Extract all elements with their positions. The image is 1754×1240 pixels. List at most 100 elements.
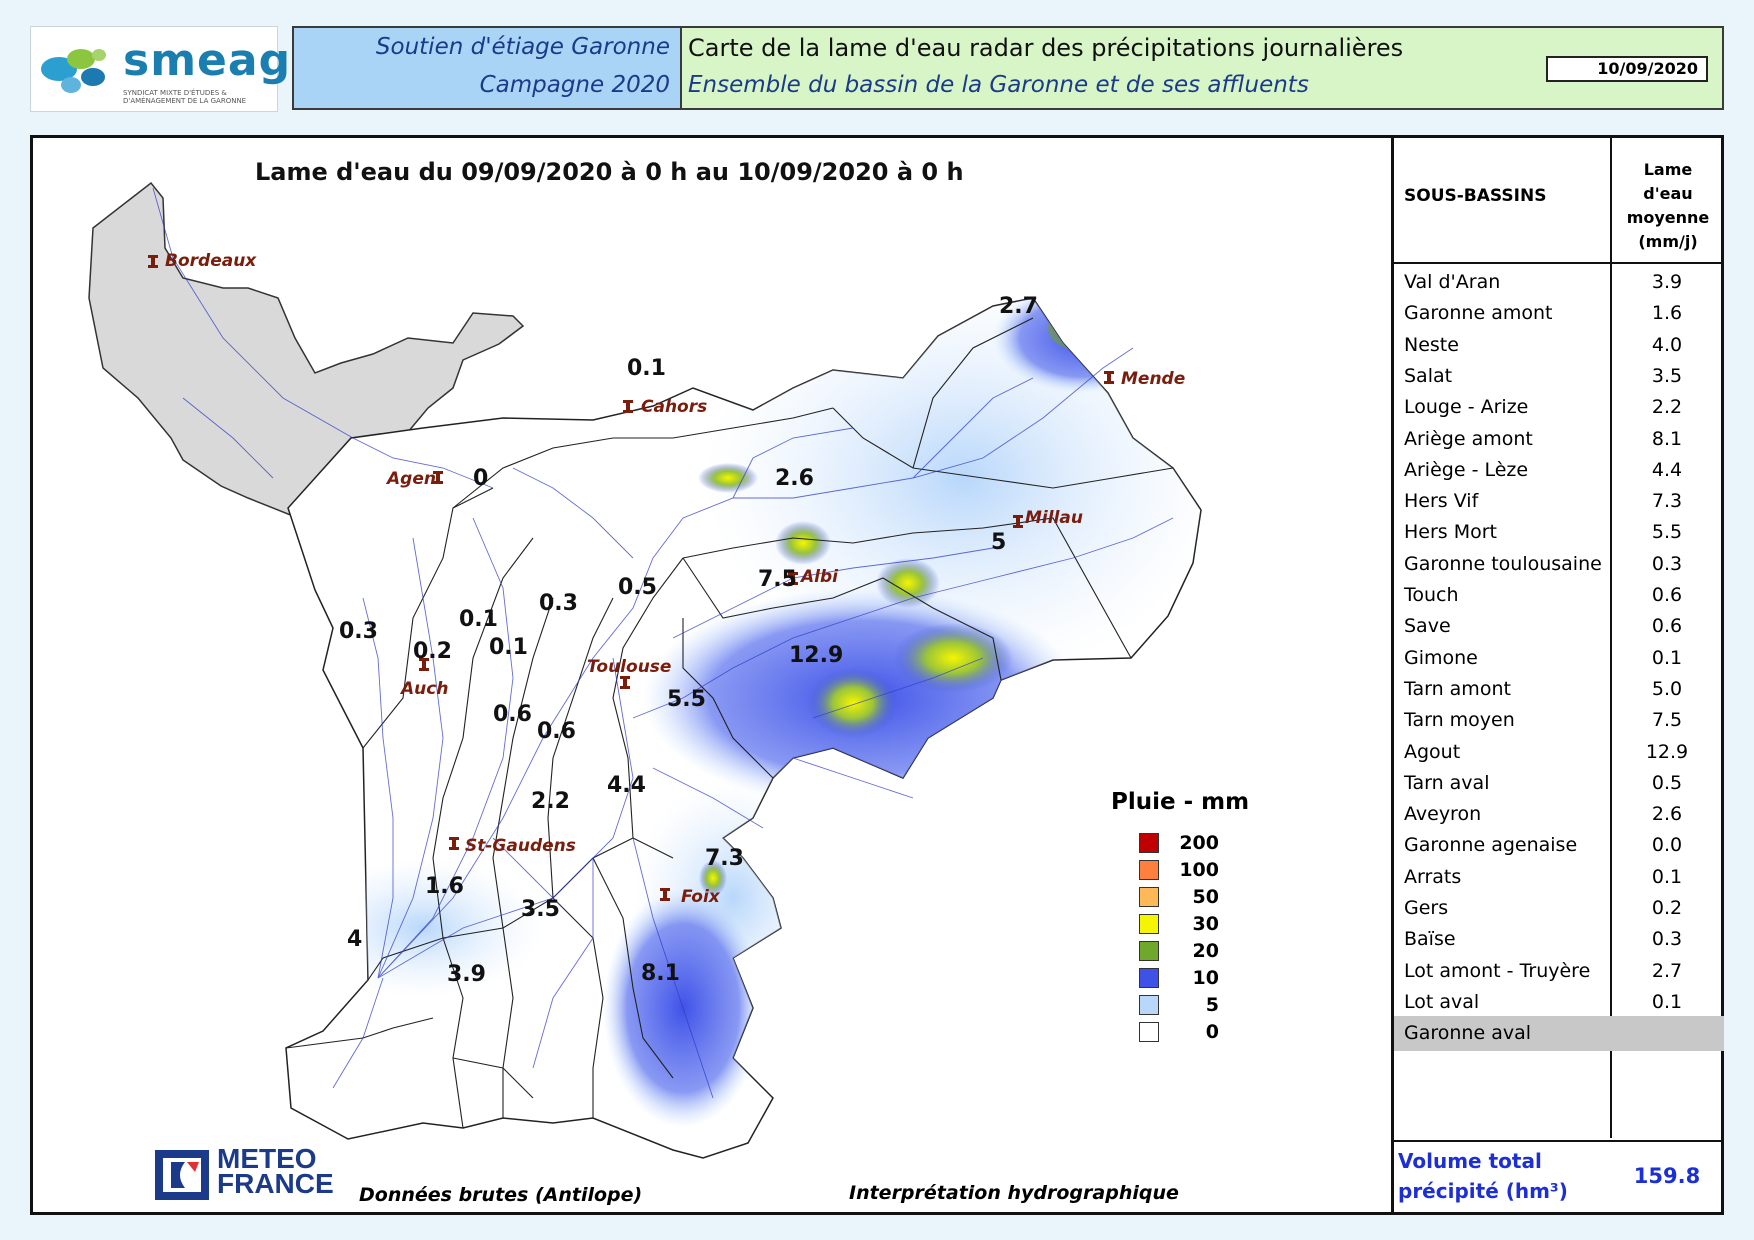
basin-value: 0.3 xyxy=(339,619,378,644)
sub-basin-name: Agout xyxy=(1404,740,1461,763)
legend-swatch xyxy=(1139,887,1159,907)
table-row: Gers 0.2 xyxy=(1394,891,1724,926)
sub-basin-value: 0.6 xyxy=(1651,615,1683,638)
table-row: Val d'Aran 3.9 xyxy=(1394,265,1724,300)
sub-basin-value: 1.6 xyxy=(1651,302,1683,325)
sub-basin-value: 2.7 xyxy=(1651,959,1683,982)
meteo-france-logo-icon xyxy=(155,1150,209,1200)
sub-basin-name: Tarn aval xyxy=(1404,771,1490,794)
total-volume-label-line: précipité (hm³) xyxy=(1398,1179,1568,1203)
table-row: Arrats 0.1 xyxy=(1394,860,1724,895)
table-row: Hers Mort 5.5 xyxy=(1394,515,1724,550)
sub-basin-name: Garonne aval xyxy=(1404,1022,1532,1045)
city-label-foix: Foix xyxy=(681,887,721,907)
header-title-box: Carte de la lame d'eau radar des précipi… xyxy=(680,26,1724,110)
sub-basin-value: 0.6 xyxy=(1651,584,1683,606)
legend-swatch xyxy=(1139,860,1159,880)
basin-map: Bordeaux Cahors Mende Agen Millau Albi T… xyxy=(88,181,1202,1159)
table-header: SOUS-BASSINS Lame d'eau moyenne (mm/j) xyxy=(1394,138,1724,264)
basin-value: 0.1 xyxy=(459,607,498,632)
city-markers xyxy=(148,255,1114,901)
legend-value: 30 xyxy=(1192,913,1219,935)
sub-basin-name: Gers xyxy=(1404,897,1449,919)
city-marker-foix xyxy=(660,888,670,901)
basin-value: 5.5 xyxy=(667,687,706,712)
city-label-bordeaux: Bordeaux xyxy=(165,251,257,271)
sub-basin-table: SOUS-BASSINS Lame d'eau moyenne (mm/j) V… xyxy=(1391,138,1724,1212)
sub-basin-name: Louge - Arize xyxy=(1404,396,1529,419)
basin-value: 0.6 xyxy=(493,702,532,727)
smeag-logo-icon xyxy=(41,49,106,93)
city-marker-millau xyxy=(1013,515,1023,528)
city-marker-agen xyxy=(433,471,443,484)
basin-value: 2.6 xyxy=(775,466,814,491)
sub-basin-name: Tarn moyen xyxy=(1404,709,1515,732)
table-row: Lot aval 0.1 xyxy=(1394,985,1724,1020)
table-row: Baïse 0.3 xyxy=(1394,922,1724,957)
basin-value: 0.5 xyxy=(618,575,657,600)
basin-value: 0.1 xyxy=(627,356,666,381)
legend-value: 50 xyxy=(1192,886,1219,908)
sub-basin-name: Aveyron xyxy=(1404,803,1482,826)
basin-value: 7.3 xyxy=(705,846,744,871)
sub-basin-name: Neste xyxy=(1404,333,1459,356)
column-header-line: Lame d'eau xyxy=(1643,160,1693,203)
table-row: Lot amont - Truyère 2.7 xyxy=(1394,954,1724,989)
city-marker-toulouse xyxy=(620,676,630,689)
sub-basin-name: Ariège - Lèze xyxy=(1404,458,1529,481)
city-label-millau: Millau xyxy=(1025,508,1083,528)
legend-swatch xyxy=(1139,995,1159,1015)
table-row: Tarn moyen 7.5 xyxy=(1394,703,1724,738)
sub-basin-value: 0.3 xyxy=(1651,928,1683,951)
sub-basin-value: 0.5 xyxy=(1651,771,1683,794)
legend-value: 20 xyxy=(1192,940,1219,962)
page-title: Carte de la lame d'eau radar des précipi… xyxy=(688,34,1404,62)
legend-value: 5 xyxy=(1205,994,1219,1016)
smeag-logo-text: smeag xyxy=(123,35,292,86)
basin-value: 4 xyxy=(347,927,362,952)
table-row: Neste 4.0 xyxy=(1394,328,1724,363)
city-label-agen: Agen xyxy=(385,469,436,489)
city-marker-st-gaudens xyxy=(449,837,459,850)
header-left-line1: Soutien d'étiage Garonne xyxy=(375,34,670,60)
table-row: Tarn aval 0.5 xyxy=(1394,766,1724,801)
basin-value: 0.6 xyxy=(537,719,576,744)
sub-basin-value: 0.2 xyxy=(1651,897,1683,919)
legend-value: 0 xyxy=(1205,1021,1219,1043)
page-subtitle: Ensemble du bassin de la Garonne et de s… xyxy=(688,72,1309,98)
column-divider xyxy=(1610,138,1612,1138)
table-row: Aveyron 2.6 xyxy=(1394,797,1724,832)
sub-basin-value: 8.1 xyxy=(1651,427,1683,450)
legend-value: 10 xyxy=(1192,967,1219,989)
basin-value: 5 xyxy=(991,530,1006,555)
sub-basin-name: Baïse xyxy=(1404,928,1456,951)
sub-basin-name: Hers Mort xyxy=(1404,521,1498,544)
sub-basin-value: 12.9 xyxy=(1645,740,1689,763)
sub-basin-value: 2.6 xyxy=(1651,803,1683,826)
table-row: Louge - Arize 2.2 xyxy=(1394,390,1724,425)
table-row: Garonne aval xyxy=(1394,1016,1724,1052)
sub-basin-value: 0.1 xyxy=(1651,865,1683,888)
table-row: Salat 3.5 xyxy=(1394,359,1724,394)
legend-swatch xyxy=(1139,968,1159,988)
table-row: Tarn amont 5.0 xyxy=(1394,672,1724,707)
sub-basin-name: Gimone xyxy=(1404,646,1478,669)
main-panel: Lame d'eau du 09/09/2020 à 0 h au 10/09/… xyxy=(30,135,1724,1215)
river-network xyxy=(152,187,1174,1099)
basin-value: 0 xyxy=(473,466,488,491)
legend-title: Pluie - mm xyxy=(1111,789,1250,815)
legend-value: 100 xyxy=(1179,859,1219,881)
sub-basin-name: Arrats xyxy=(1404,865,1462,888)
sub-basin-value: 0.1 xyxy=(1651,646,1683,669)
city-marker-auch xyxy=(419,658,429,671)
sub-basin-name: Salat xyxy=(1404,364,1453,387)
garonne-aval-area xyxy=(88,181,525,519)
header-campaign: Soutien d'étiage Garonne Campagne 2020 xyxy=(292,26,680,110)
column-header-mean-depth: Lame d'eau moyenne (mm/j) xyxy=(1618,158,1718,254)
city-label-albi: Albi xyxy=(799,567,839,587)
table-row: Garonne amont 1.6 xyxy=(1394,296,1724,331)
smeag-logo: smeag SYNDICAT MIXTE D'ÉTUDES & D'AMÉNAG… xyxy=(30,26,290,112)
sub-basin-name: Garonne agenaise xyxy=(1404,834,1578,857)
sub-basin-name: Lot aval xyxy=(1404,990,1480,1013)
sub-basin-name: Ariège amont xyxy=(1404,427,1533,450)
